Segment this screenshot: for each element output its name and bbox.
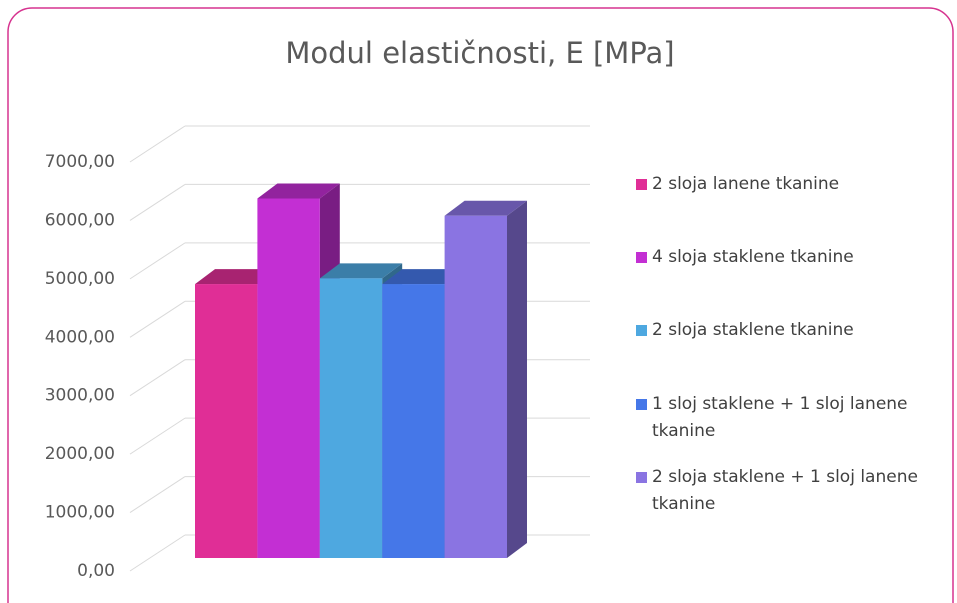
- grid-line: [129, 184, 186, 221]
- bar-side: [507, 200, 527, 558]
- legend-label: 1 sloj staklene + 1 sloj lanene tkanine: [652, 394, 908, 441]
- legend-swatch: [636, 472, 647, 483]
- legend-item: 2 sloja staklene tkanine: [636, 317, 941, 344]
- y-tick-label: 1000,00: [45, 503, 115, 523]
- grid-line: [129, 534, 186, 572]
- y-tick-label: 4000,00: [45, 327, 115, 347]
- legend-label: 4 sloja staklene tkanine: [652, 247, 854, 267]
- legend-swatch: [636, 325, 647, 336]
- bar: [382, 284, 445, 558]
- y-tick-label: 2000,00: [45, 444, 115, 464]
- grid-line: [129, 242, 186, 280]
- grid-line: [129, 359, 186, 397]
- legend-swatch: [636, 179, 647, 190]
- chart-title: Modul elastičnosti, E [MPa]: [285, 36, 674, 70]
- grid-line: [129, 476, 186, 513]
- y-tick-label: 5000,00: [45, 269, 115, 289]
- grid-line: [129, 125, 186, 163]
- grid-line: [129, 417, 186, 455]
- legend-item: 1 sloj staklene + 1 sloj lanene tkanine: [636, 391, 941, 445]
- grid-line: [129, 300, 186, 338]
- legend-label: 2 sloja staklene + 1 sloj lanene tkanine: [652, 467, 918, 514]
- y-tick-label: 0,00: [77, 561, 115, 581]
- legend-swatch: [636, 399, 647, 410]
- bar: [195, 284, 258, 558]
- y-tick-label: 6000,00: [45, 210, 115, 230]
- bar-top: [257, 183, 340, 199]
- y-tick-label: 3000,00: [45, 386, 115, 406]
- bar: [319, 278, 383, 558]
- bar: [444, 215, 507, 558]
- legend-item: 2 sloja lanene tkanine: [636, 171, 941, 198]
- legend-label: 2 sloja staklene tkanine: [652, 320, 854, 340]
- y-tick-label: 7000,00: [45, 152, 115, 172]
- bar: [257, 198, 320, 559]
- legend-label: 2 sloja lanene tkanine: [652, 174, 840, 194]
- bar-top: [382, 269, 465, 285]
- bar-top: [319, 263, 403, 279]
- legend-swatch: [636, 252, 647, 263]
- bar-top: [195, 269, 278, 285]
- legend-item: 4 sloja staklene tkanine: [636, 244, 941, 271]
- legend-item: 2 sloja staklene + 1 sloj lanene tkanine: [636, 464, 941, 518]
- bar-top: [444, 200, 527, 216]
